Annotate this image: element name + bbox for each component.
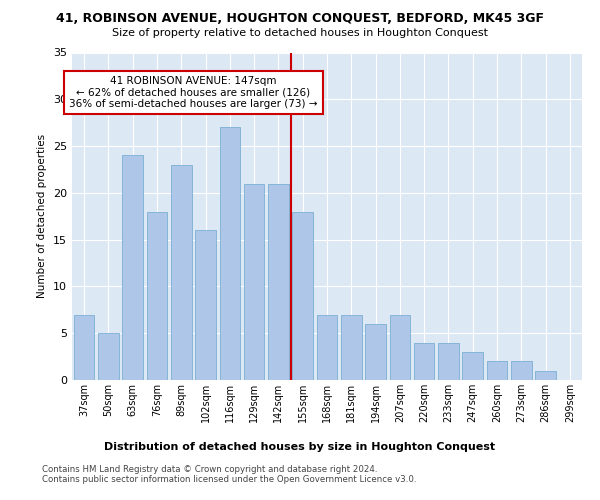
Text: Size of property relative to detached houses in Houghton Conquest: Size of property relative to detached ho…: [112, 28, 488, 38]
Bar: [341, 314, 362, 380]
Text: Contains public sector information licensed under the Open Government Licence v3: Contains public sector information licen…: [42, 476, 416, 484]
Bar: [414, 342, 434, 380]
Bar: [98, 333, 119, 380]
Bar: [389, 314, 410, 380]
Bar: [317, 314, 337, 380]
Bar: [122, 156, 143, 380]
Bar: [511, 362, 532, 380]
Text: Distribution of detached houses by size in Houghton Conquest: Distribution of detached houses by size …: [104, 442, 496, 452]
Text: 41 ROBINSON AVENUE: 147sqm
← 62% of detached houses are smaller (126)
36% of sem: 41 ROBINSON AVENUE: 147sqm ← 62% of deta…: [69, 76, 317, 109]
Bar: [438, 342, 459, 380]
Bar: [146, 212, 167, 380]
Bar: [268, 184, 289, 380]
Bar: [244, 184, 265, 380]
Y-axis label: Number of detached properties: Number of detached properties: [37, 134, 47, 298]
Bar: [535, 370, 556, 380]
Bar: [487, 362, 508, 380]
Bar: [171, 165, 191, 380]
Bar: [220, 128, 240, 380]
Bar: [463, 352, 483, 380]
Text: Contains HM Land Registry data © Crown copyright and database right 2024.: Contains HM Land Registry data © Crown c…: [42, 466, 377, 474]
Bar: [195, 230, 216, 380]
Text: 41, ROBINSON AVENUE, HOUGHTON CONQUEST, BEDFORD, MK45 3GF: 41, ROBINSON AVENUE, HOUGHTON CONQUEST, …: [56, 12, 544, 26]
Bar: [74, 314, 94, 380]
Bar: [365, 324, 386, 380]
Bar: [292, 212, 313, 380]
